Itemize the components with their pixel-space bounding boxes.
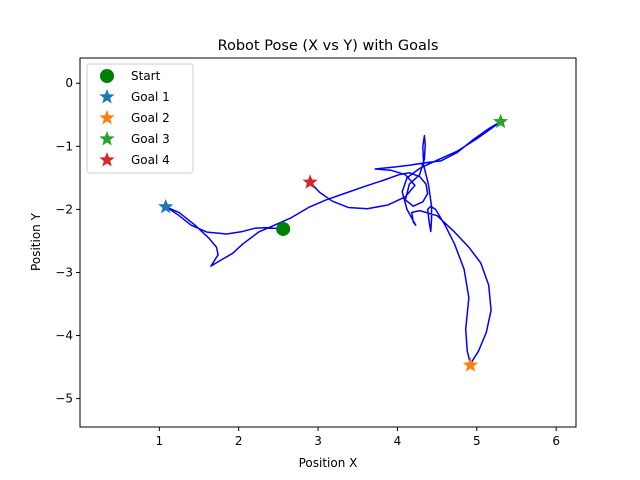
y-tick-label: 0 — [65, 76, 73, 90]
y-tick-label: −5 — [55, 392, 73, 406]
goal-3-marker — [493, 113, 509, 129]
y-tick-label: −4 — [55, 329, 73, 343]
x-axis-label: Position X — [299, 456, 358, 470]
y-axis: 0 −1 −2 −3 −4 −5 — [55, 76, 80, 406]
y-tick-label: −2 — [55, 202, 73, 216]
start-marker — [276, 221, 291, 236]
legend-label: Goal 1 — [131, 90, 170, 104]
legend-goal-3-marker — [99, 131, 115, 146]
legend-goal-2-marker — [99, 110, 115, 125]
x-axis: 1 2 3 4 5 6 — [156, 427, 560, 448]
plot-frame — [79, 57, 577, 428]
legend-start-marker — [100, 69, 114, 83]
legend-box — [86, 63, 194, 174]
x-tick-label: 4 — [394, 434, 402, 448]
goal-2-marker — [462, 357, 479, 372]
legend-goal-4-marker — [99, 152, 115, 167]
x-tick-label: 5 — [473, 434, 481, 448]
y-tick-label: −3 — [55, 265, 73, 279]
x-tick-label: 6 — [552, 434, 560, 448]
legend-label: Start — [131, 69, 161, 83]
legend-goal-1-marker — [99, 89, 115, 104]
legend-label: Goal 4 — [131, 153, 170, 167]
plot-area — [158, 113, 509, 372]
goal-1-marker — [158, 198, 174, 214]
y-axis-label: Position Y — [29, 212, 43, 271]
y-tick-label: −1 — [55, 139, 73, 153]
goal-4-marker — [302, 174, 318, 189]
x-tick-label: 1 — [156, 434, 164, 448]
chart-title: Robot Pose (X vs Y) with Goals — [218, 38, 439, 54]
trajectory-line — [166, 120, 502, 365]
legend: Start Goal 1 Goal 2 Goal 3 Goal 4 — [86, 63, 194, 174]
x-tick-label: 3 — [314, 434, 322, 448]
legend-label: Goal 2 — [131, 111, 170, 125]
x-tick-label: 2 — [235, 434, 243, 448]
legend-label: Goal 3 — [131, 132, 170, 146]
